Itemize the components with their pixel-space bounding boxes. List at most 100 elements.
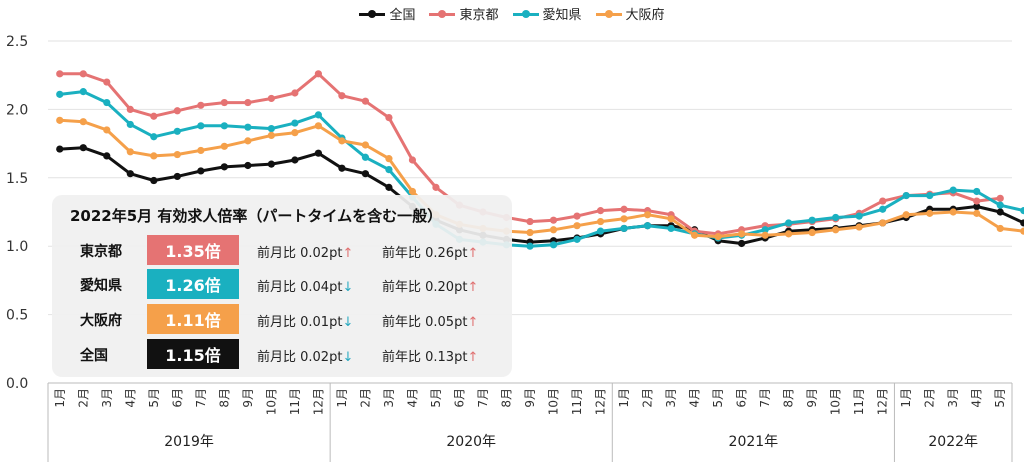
data-point — [220, 122, 228, 130]
data-point — [949, 186, 957, 194]
x-tick-label: 8月 — [217, 388, 231, 408]
x-tick-label: 1月 — [335, 388, 349, 408]
data-point — [902, 191, 910, 200]
data-point — [620, 224, 628, 233]
data-point — [56, 90, 64, 98]
legend-label: 大阪府 — [625, 8, 665, 23]
data-point — [785, 230, 793, 238]
legend-dot — [521, 9, 530, 18]
mom-arrow-icon: ↑ — [342, 246, 354, 261]
data-point — [549, 241, 558, 249]
data-point — [126, 148, 134, 156]
data-point — [103, 78, 111, 86]
data-point — [620, 215, 628, 223]
data-point — [738, 230, 746, 238]
mom-text: 前月比 0.01pt — [257, 315, 343, 330]
data-point — [173, 150, 181, 159]
legend-item-osaka[interactable]: 大阪府 — [595, 4, 665, 23]
data-point — [385, 114, 393, 122]
x-tick-label: 3月 — [664, 388, 678, 408]
data-point — [126, 170, 134, 178]
data-point — [79, 70, 87, 78]
x-tick-label: 4月 — [688, 388, 702, 408]
year-label: 2021年 — [729, 434, 779, 450]
x-tick-label: 6月 — [735, 388, 749, 408]
data-point — [573, 222, 581, 230]
legend-item-tokyo[interactable]: 東京都 — [429, 4, 499, 23]
legend-marker — [429, 8, 456, 20]
data-point — [526, 242, 534, 250]
x-tick-label: 1月 — [617, 388, 631, 408]
data-point — [573, 235, 581, 243]
data-point — [667, 215, 675, 223]
data-point — [973, 202, 981, 211]
yoy-arrow-icon: ↑ — [467, 315, 479, 330]
legend-dot — [438, 9, 447, 18]
x-tick-label: 10月 — [829, 388, 843, 415]
data-point — [314, 122, 322, 130]
data-point — [549, 226, 558, 234]
data-point — [291, 89, 299, 97]
info-region: 大阪府 — [80, 313, 122, 329]
legend-marker — [359, 8, 386, 20]
data-point — [385, 155, 393, 163]
x-tick-label: 3月 — [946, 388, 960, 408]
x-tick-label: 3月 — [100, 388, 114, 408]
legend-label: 愛知県 — [542, 8, 582, 23]
value-badge: 1.11倍 — [147, 304, 239, 334]
x-tick-label: 1月 — [53, 388, 67, 408]
data-point — [267, 94, 275, 103]
mom-text: 前月比 0.04pt — [257, 280, 343, 295]
x-tick-label: 12月 — [876, 388, 890, 415]
mom-text: 前月比 0.02pt — [257, 246, 343, 261]
data-point — [79, 88, 87, 96]
x-tick-label: 7月 — [194, 388, 208, 408]
x-tick-label: 6月 — [452, 388, 466, 408]
data-point — [832, 213, 840, 222]
x-tick-label: 5月 — [993, 388, 1007, 408]
mom-text: 前月比 0.02pt — [257, 350, 343, 365]
info-region: 東京都 — [80, 244, 122, 260]
x-tick-label: 12月 — [311, 388, 325, 415]
data-point — [267, 124, 275, 133]
x-tick-label: 9月 — [805, 388, 819, 408]
x-tick-label: 11月 — [570, 388, 584, 415]
data-point — [338, 92, 346, 100]
x-tick-label: 2月 — [923, 388, 937, 408]
data-point — [526, 217, 534, 226]
legend-item-aichi[interactable]: 愛知県 — [512, 4, 582, 23]
x-tick-label: 8月 — [782, 388, 796, 408]
y-tick-label: 0.0 — [6, 376, 28, 392]
data-point — [596, 227, 605, 235]
x-tick-label: 7月 — [758, 388, 772, 408]
yoy-text: 前年比 0.13pt — [382, 350, 468, 365]
data-point — [385, 165, 393, 174]
data-point — [126, 105, 134, 113]
info-title: 2022年5月 有効求人倍率（パートタイムを含む一般） — [70, 207, 443, 225]
data-point — [150, 133, 158, 141]
data-point — [855, 223, 863, 231]
legend-marker — [512, 8, 539, 20]
data-point — [338, 137, 346, 145]
legend-item-national[interactable]: 全国 — [359, 4, 415, 23]
info-box: 2022年5月 有効求人倍率（パートタイムを含む一般） 東京都 1.35倍 前月… — [52, 195, 512, 377]
data-point — [973, 187, 981, 196]
yoy-arrow-icon: ↑ — [467, 350, 479, 365]
info-row-aichi: 愛知県 1.26倍 前月比 0.04pt↓ 前年比 0.20pt↑ — [52, 269, 512, 299]
data-point — [173, 107, 181, 115]
data-point — [432, 183, 440, 191]
data-point — [361, 141, 370, 149]
yoy-text: 前年比 0.20pt — [382, 280, 468, 295]
x-tick-label: 5月 — [711, 388, 725, 408]
mom-arrow-icon: ↓ — [342, 280, 354, 295]
data-point — [314, 70, 322, 78]
month-over-month: 前月比 0.01pt↓ — [257, 311, 353, 330]
data-point — [408, 187, 417, 196]
x-tick-label: 10月 — [264, 388, 278, 415]
x-tick-label: 3月 — [382, 388, 396, 408]
year-over-year: 前年比 0.05pt↑ — [382, 311, 478, 330]
data-point — [785, 219, 793, 227]
info-row-national: 全国 1.15倍 前月比 0.02pt↓ 前年比 0.13pt↑ — [52, 339, 512, 369]
legend-label: 東京都 — [459, 8, 499, 23]
